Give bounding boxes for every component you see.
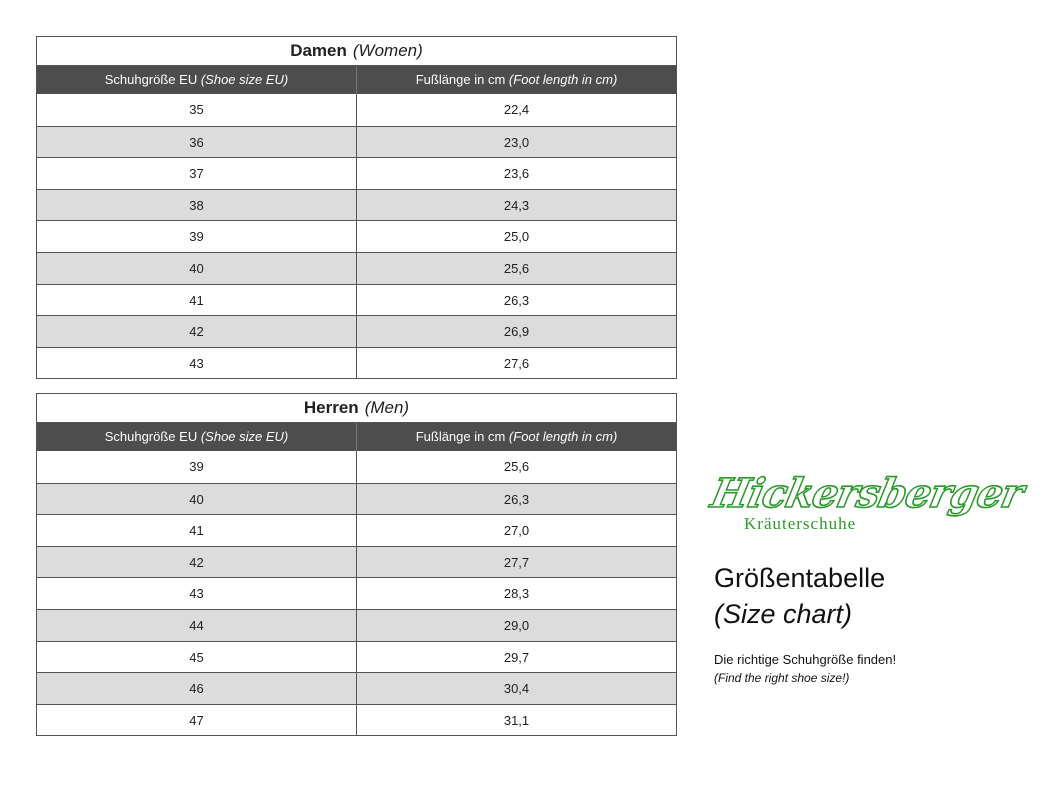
table-row: 39 25,0 (37, 220, 676, 252)
shoe-size-cell: 43 (37, 578, 357, 609)
foot-length-cell: 26,3 (503, 491, 530, 507)
foot-length-cell: 23,6 (503, 166, 530, 182)
intro-text: Die richtige Schuhgröße finden! (714, 652, 897, 667)
foot-length-cell: 27,7 (503, 554, 530, 570)
intro-text-en: (Find the right shoe size!) (714, 671, 850, 685)
shoe-size-cell: 42 (37, 546, 357, 578)
table-row: 40 26,3 (37, 482, 676, 515)
foot-length-cell: 26,9 (503, 324, 530, 340)
table-row: 47 31,1 (37, 703, 676, 736)
shoe-size-cell: 35 (37, 94, 357, 126)
foot-length-cell: 25,0 (503, 229, 530, 245)
shoe-size-cell: 36 (37, 126, 357, 158)
shoe-size-cell: 37 (37, 158, 357, 189)
table-row: 42 26,9 (37, 315, 676, 347)
shoe-size-cell: 38 (37, 189, 357, 221)
shoe-size-cell: 41 (37, 515, 357, 546)
shoe-size-cell: 46 (37, 673, 357, 704)
shoe-size-cell: 45 (37, 641, 357, 673)
table-row: 44 29,0 (37, 608, 676, 641)
foot-length-cell: 27,6 (503, 355, 530, 371)
header-foot-length: Fußlänge in cm (Foot length in cm) (415, 429, 618, 444)
table-body: 35 22,4 36 23,0 37 23,6 38 24,3 39 25,0 40 25,6 41 26… (37, 94, 676, 379)
table-row: 38 24,3 (37, 188, 676, 221)
shoe-size-cell: 44 (37, 609, 357, 641)
table-row: 36 23,0 (37, 125, 676, 158)
foot-length-cell: 30,4 (503, 681, 530, 697)
table-row: 41 27,0 (37, 514, 676, 546)
title-de: Damen (290, 41, 347, 60)
page-heading: Größentabelle (714, 563, 886, 593)
men-size-table: Herren (Men) Schuhgröße EU (Shoe size EU)… (36, 393, 677, 737)
table-header: Schuhgröße EU (Shoe size EU) Fußlänge in… (37, 66, 676, 94)
shoe-size-cell: 39 (37, 221, 357, 252)
foot-length-cell: 27,0 (503, 523, 530, 539)
header-foot-length: Fußlänge in cm (Foot length in cm) (415, 72, 618, 87)
foot-length-cell: 28,3 (503, 586, 530, 602)
table-row: 43 28,3 (37, 577, 676, 609)
logo-wordmark: Hickersberger (706, 469, 1028, 518)
foot-length-cell: 25,6 (503, 459, 530, 474)
shoe-size-cell: 41 (37, 284, 357, 316)
table-row: 46 30,4 (37, 672, 676, 704)
shoe-size-cell: 39 (37, 451, 357, 483)
title-de: Herren (303, 398, 359, 417)
table-body: 39 25,6 40 26,3 41 27,0 42 27,7 43 28,3 44 29,0 45 29… (37, 451, 676, 736)
shoe-size-cell: 47 (37, 704, 357, 736)
foot-length-cell: 31,1 (503, 712, 530, 728)
table-header: Schuhgröße EU (Shoe size EU) Fußlänge in… (37, 423, 676, 451)
table-row: 45 29,7 (37, 640, 676, 673)
page-heading-en: (Size chart) (714, 599, 853, 629)
shoe-size-cell: 40 (37, 483, 357, 515)
foot-length-cell: 24,3 (503, 197, 530, 213)
brand-logo: Hickersberger Kräuterschuhe (706, 469, 1028, 536)
header-shoe-size: Schuhgröße EU (Shoe size EU) (37, 66, 357, 94)
table-title: Damen (Women) (37, 37, 676, 66)
table-row: 35 22,4 (37, 94, 676, 126)
title-en: (Women) (352, 41, 423, 60)
shoe-size-cell: 43 (37, 347, 357, 379)
foot-length-cell: 25,6 (503, 260, 530, 276)
foot-length-cell: 29,0 (503, 617, 530, 633)
table-row: 43 27,6 (37, 346, 676, 379)
table-row: 39 25,6 (37, 451, 676, 483)
women-size-table: Damen (Women) Schuhgröße EU (Shoe size EU… (36, 36, 677, 380)
logo-subtitle: Kräuterschuhe (744, 514, 857, 533)
foot-length-cell: 23,0 (503, 134, 530, 150)
table-row: 37 23,6 (37, 157, 676, 189)
shoe-size-cell: 42 (37, 316, 357, 347)
table-title: Herren (Men) (37, 394, 676, 423)
title-en: (Men) (364, 398, 410, 417)
foot-length-cell: 22,4 (503, 102, 530, 117)
shoe-size-cell: 40 (37, 252, 357, 284)
table-row: 41 26,3 (37, 283, 676, 316)
foot-length-cell: 29,7 (503, 649, 530, 665)
header-shoe-size: Schuhgröße EU (Shoe size EU) (37, 423, 357, 451)
table-row: 42 27,7 (37, 545, 676, 578)
foot-length-cell: 26,3 (503, 292, 530, 308)
table-row: 40 25,6 (37, 251, 676, 284)
